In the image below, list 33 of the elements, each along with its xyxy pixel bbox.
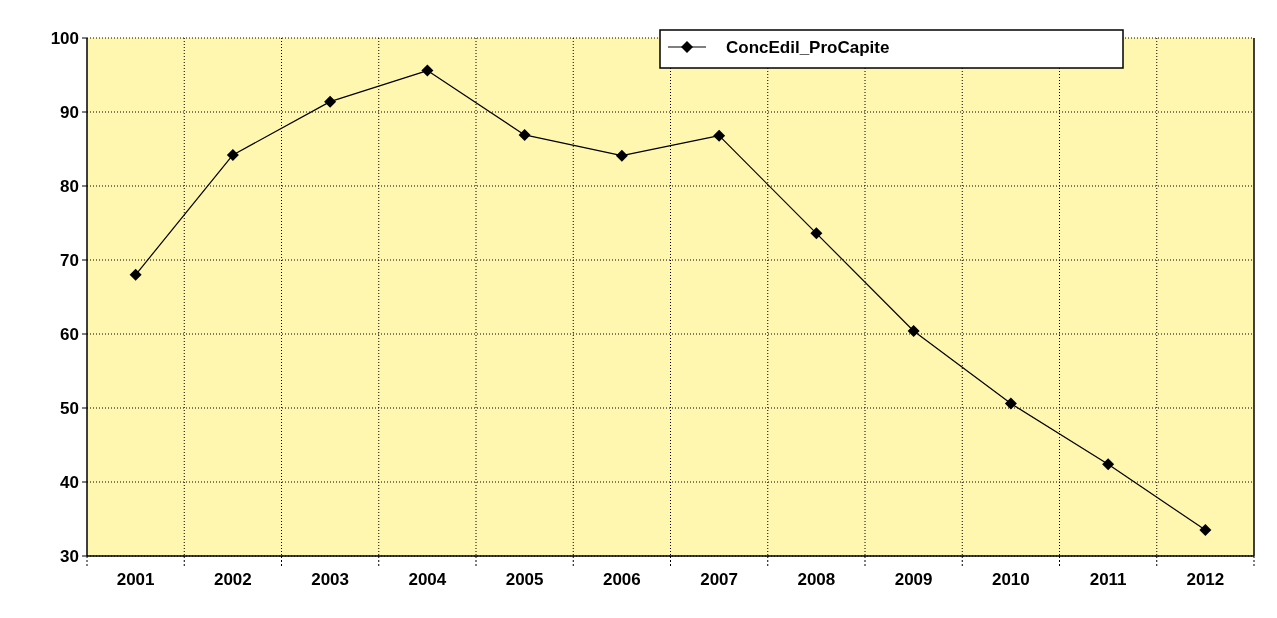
y-tick-label: 60 (60, 324, 79, 344)
point (615, 149, 628, 162)
y-tick-label: 90 (60, 102, 79, 122)
y-tick-label: 70 (60, 250, 79, 270)
y-tick-label: 40 (60, 472, 79, 492)
point (226, 148, 239, 161)
y-tick-label: 30 (60, 546, 79, 566)
x-tick-label: 2006 (602, 570, 641, 589)
x-tick-label: 2002 (213, 570, 252, 589)
point (1004, 397, 1017, 410)
point (324, 95, 337, 108)
x-tick-label: 2010 (991, 570, 1030, 589)
legend-label: ConcEdil_ProCapite (726, 37, 890, 57)
x-tick-label: 2009 (894, 570, 933, 589)
point (907, 325, 920, 338)
y-tick-label: 100 (50, 28, 79, 48)
x-tick-label: 2001 (116, 570, 155, 589)
x-tick-label: 2004 (408, 570, 447, 589)
point (421, 64, 434, 77)
point (810, 227, 823, 240)
y-tick-label: 50 (60, 398, 79, 418)
point (129, 268, 142, 281)
point (1102, 458, 1115, 471)
x-tick-label: 2005 (505, 570, 544, 589)
point (518, 128, 531, 141)
x-tick-label: 2003 (311, 570, 350, 589)
x-tick-label: 2011 (1089, 570, 1127, 589)
point (713, 129, 726, 142)
x-tick-label: 2008 (797, 570, 836, 589)
point (1199, 524, 1212, 537)
x-tick-label: 2007 (700, 570, 739, 589)
y-tick-label: 80 (60, 176, 79, 196)
x-tick-label: 2012 (1186, 570, 1225, 589)
